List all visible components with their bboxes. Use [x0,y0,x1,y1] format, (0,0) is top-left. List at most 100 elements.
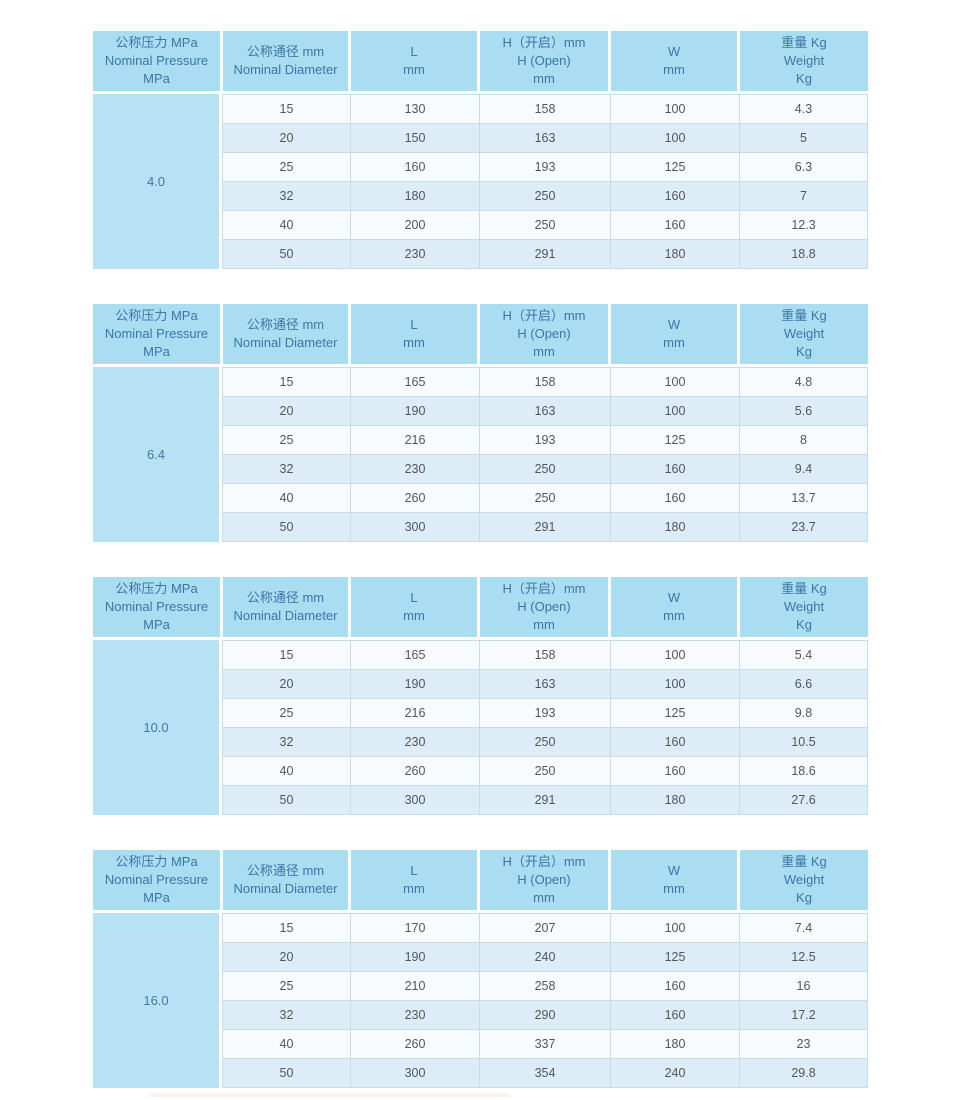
data-cell: 20 [222,669,351,699]
header-line: Nominal Diameter [233,881,338,896]
table-row: 20 190 240 125 12.5 [222,942,868,972]
data-cell: 29.8 [739,1058,868,1088]
cut-off-content-artifact [150,1093,510,1097]
data-cell: 160 [610,756,740,786]
header-line: 重量 Kg [781,581,827,597]
data-cell: 130 [350,94,480,124]
data-cell: 250 [479,181,611,211]
header-cell-height-open: H（开启）mm H (Open) mm [480,850,608,910]
data-cell: 50 [222,239,351,269]
header-line: L [410,44,418,60]
data-cell: 180 [610,239,740,269]
data-cell: 25 [222,971,351,1001]
data-cell: 160 [610,210,740,240]
header-line: 重量 Kg [781,35,827,51]
data-cell: 15 [222,94,351,124]
header-line: Weight [783,326,825,342]
data-cell: 240 [610,1058,740,1088]
data-cell: 9.8 [739,698,868,728]
header-line: L [410,590,418,606]
header-cell-nominal-diameter: 公称通径 mm Nominal Diameter [223,31,348,91]
data-cell: 6.6 [739,669,868,699]
data-cell: 20 [222,123,351,153]
header-line: 重量 Kg [781,308,827,324]
data-cell: 27.6 [739,785,868,815]
data-cell: 190 [350,669,480,699]
header-line: mm [403,608,425,623]
data-cell: 230 [350,454,480,484]
data-cell: 150 [350,123,480,153]
data-cell: 190 [350,942,480,972]
data-cell: 4.8 [739,367,868,397]
table-row: 15 165 158 100 4.8 [222,367,868,397]
data-cell: 260 [350,483,480,513]
data-cell: 15 [222,367,351,397]
data-cell: 32 [222,454,351,484]
header-cell-nominal-pressure: 公称压力 MPa Nominal Pressure MPa [93,850,220,910]
data-cell: 193 [479,425,611,455]
data-cell: 12.5 [739,942,868,972]
data-cell: 25 [222,425,351,455]
table-body: 16.0 15 170 207 100 7.4 20 190 240 [93,913,868,1088]
data-cell: 8 [739,425,868,455]
data-cell: 4.3 [739,94,868,124]
data-cell: 163 [479,396,611,426]
pressure-value-cell: 4.0 [93,94,219,269]
table-row: 15 170 207 100 7.4 [222,913,868,943]
header-line: 公称压力 MPa [115,581,198,597]
header-line: Kg [796,343,812,359]
data-grid: 15 130 158 100 4.3 20 150 163 100 5 [222,94,868,269]
table-header-row: 公称压力 MPa Nominal Pressure MPa 公称通径 mm No… [93,577,868,637]
header-line: W [667,590,681,606]
data-grid: 15 170 207 100 7.4 20 190 240 125 12.5 [222,913,868,1088]
data-cell: 250 [479,756,611,786]
header-line: mm [403,62,425,77]
data-cell: 165 [350,367,480,397]
table-row: 32 230 250 160 10.5 [222,727,868,757]
data-cell: 160 [610,454,740,484]
header-line: Nominal Pressure [104,872,209,888]
table-row: 25 210 258 160 16 [222,971,868,1001]
table-row: 32 180 250 160 7 [222,181,868,211]
table-row: 40 260 337 180 23 [222,1029,868,1059]
header-line: W [667,863,681,879]
header-line: MPa [143,616,170,632]
header-cell-nominal-diameter: 公称通径 mm Nominal Diameter [223,850,348,910]
data-cell: 7.4 [739,913,868,943]
data-cell: 250 [479,454,611,484]
header-line: mm [533,616,555,632]
data-cell: 300 [350,785,480,815]
data-cell: 40 [222,1029,351,1059]
data-cell: 200 [350,210,480,240]
table-row: 32 230 290 160 17.2 [222,1000,868,1030]
header-line: Kg [796,889,812,905]
header-line: H (Open) [517,599,571,615]
data-cell: 160 [610,1000,740,1030]
data-cell: 250 [479,210,611,240]
table-row: 25 160 193 125 6.3 [222,152,868,182]
data-cell: 100 [610,123,740,153]
header-cell-length: L mm [351,304,477,364]
spec-table-10-0: 公称压力 MPa Nominal Pressure MPa 公称通径 mm No… [93,577,868,815]
data-cell: 291 [479,785,611,815]
header-cell-nominal-diameter: 公称通径 mm Nominal Diameter [223,577,348,637]
header-line: 公称压力 MPa [115,854,198,870]
data-cell: 12.3 [739,210,868,240]
data-cell: 40 [222,483,351,513]
data-cell: 180 [610,512,740,542]
data-cell: 10.5 [739,727,868,757]
header-cell-height-open: H（开启）mm H (Open) mm [480,577,608,637]
data-cell: 100 [610,913,740,943]
table-body: 4.0 15 130 158 100 4.3 20 150 163 [93,94,868,269]
table-row: 20 150 163 100 5 [222,123,868,153]
header-line: 公称通径 mm [246,590,325,606]
data-cell: 23.7 [739,512,868,542]
data-cell: 18.6 [739,756,868,786]
data-cell: 337 [479,1029,611,1059]
header-line: Nominal Diameter [233,62,338,77]
header-cell-nominal-pressure: 公称压力 MPa Nominal Pressure MPa [93,31,220,91]
data-cell: 354 [479,1058,611,1088]
data-cell: 230 [350,239,480,269]
data-cell: 160 [610,971,740,1001]
